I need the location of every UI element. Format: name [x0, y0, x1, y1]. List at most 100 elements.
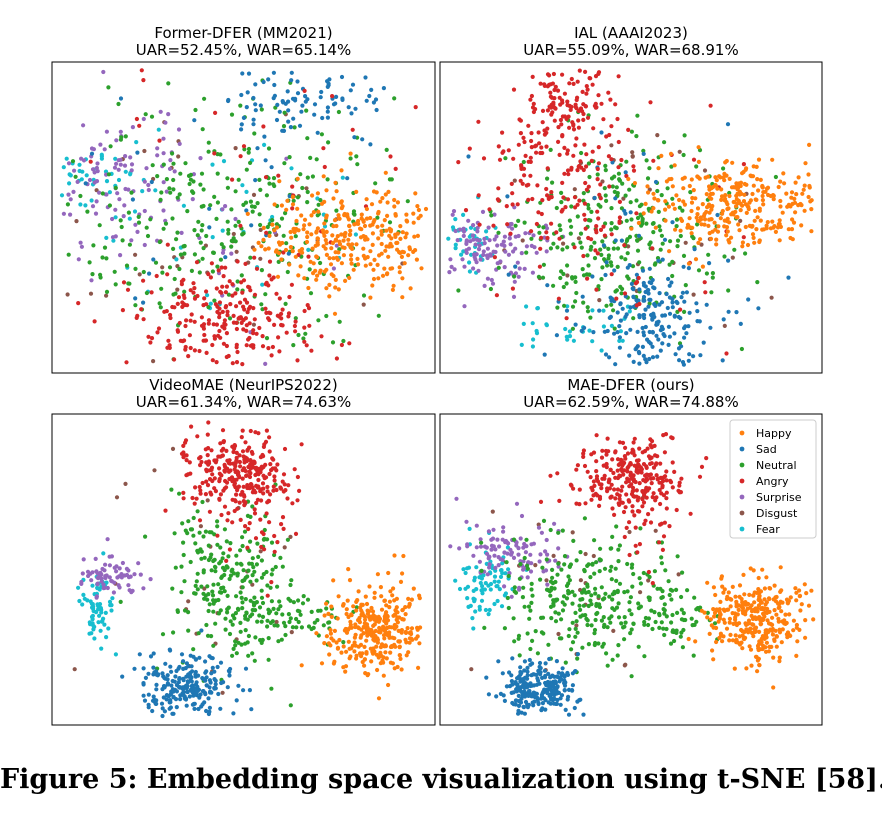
data-point — [628, 595, 634, 600]
data-point — [265, 500, 270, 505]
data-point — [608, 97, 613, 102]
data-point — [670, 588, 675, 593]
data-point — [198, 488, 203, 493]
data-point — [281, 472, 287, 477]
data-point — [663, 207, 668, 212]
data-point — [207, 602, 212, 607]
data-point — [276, 259, 281, 264]
data-point — [704, 302, 709, 307]
data-point — [272, 82, 277, 88]
data-point — [204, 467, 209, 472]
data-point — [141, 681, 146, 686]
data-point — [613, 196, 618, 201]
data-point — [363, 234, 368, 240]
scatter-points — [72, 420, 423, 719]
data-point — [406, 596, 411, 602]
data-point — [704, 456, 709, 461]
data-point — [494, 293, 499, 298]
data-point — [538, 672, 543, 677]
data-point — [290, 206, 295, 211]
data-point — [625, 465, 630, 470]
data-point — [534, 150, 539, 155]
data-point — [389, 236, 394, 241]
data-point — [635, 113, 640, 118]
data-point — [516, 693, 521, 699]
data-point — [75, 179, 80, 184]
series-surprise — [79, 537, 153, 600]
data-point — [544, 323, 550, 328]
data-point — [556, 125, 561, 130]
data-point — [526, 123, 531, 128]
data-point — [569, 483, 574, 488]
data-point — [664, 179, 670, 184]
data-point — [224, 331, 229, 336]
data-point — [609, 124, 614, 129]
data-point — [209, 655, 214, 660]
data-point — [528, 155, 533, 160]
data-point — [243, 500, 248, 505]
data-point — [475, 229, 480, 234]
data-point — [738, 321, 743, 326]
data-point — [174, 705, 179, 710]
data-point — [509, 552, 514, 557]
data-point — [192, 118, 197, 123]
data-point — [479, 598, 485, 603]
data-point — [516, 233, 521, 239]
data-point — [281, 620, 287, 625]
data-point — [278, 486, 284, 491]
data-point — [477, 604, 482, 609]
data-point — [624, 492, 629, 497]
data-point — [216, 268, 221, 273]
data-point — [655, 188, 660, 194]
data-point — [625, 476, 630, 481]
data-point — [225, 593, 230, 599]
data-point — [100, 566, 105, 572]
data-point — [209, 552, 214, 557]
data-point — [289, 235, 294, 240]
data-point — [310, 193, 315, 198]
data-point — [351, 211, 356, 216]
data-point — [756, 157, 762, 162]
data-point — [411, 586, 416, 591]
data-point — [483, 581, 488, 586]
data-point — [656, 337, 661, 342]
data-point — [271, 488, 276, 493]
data-point — [386, 254, 391, 259]
data-point — [448, 544, 453, 549]
data-point — [637, 287, 642, 292]
data-point — [680, 176, 685, 181]
data-point — [81, 123, 86, 128]
data-point — [610, 457, 615, 462]
data-point — [632, 453, 637, 458]
data-point — [535, 306, 540, 311]
data-point — [618, 329, 624, 334]
data-point — [130, 125, 135, 130]
data-point — [682, 326, 687, 331]
data-point — [627, 529, 632, 535]
data-point — [451, 209, 457, 214]
data-point — [242, 529, 248, 534]
data-point — [286, 251, 291, 256]
data-point — [691, 292, 696, 297]
data-point — [622, 454, 628, 459]
data-point — [646, 339, 652, 344]
data-point — [81, 557, 86, 562]
data-point — [407, 602, 412, 608]
data-point — [382, 636, 387, 641]
data-point — [575, 214, 580, 219]
data-point — [256, 485, 261, 490]
data-point — [282, 545, 287, 550]
data-point — [578, 614, 583, 619]
data-point — [91, 627, 96, 632]
data-point — [631, 440, 636, 445]
data-point — [502, 234, 507, 239]
data-point — [226, 292, 231, 297]
data-point — [661, 607, 666, 612]
data-point — [734, 184, 740, 189]
data-point — [577, 487, 582, 492]
data-point — [594, 105, 599, 110]
data-point — [508, 547, 513, 552]
data-point — [322, 233, 327, 238]
data-point — [260, 334, 265, 339]
data-point — [246, 71, 252, 76]
